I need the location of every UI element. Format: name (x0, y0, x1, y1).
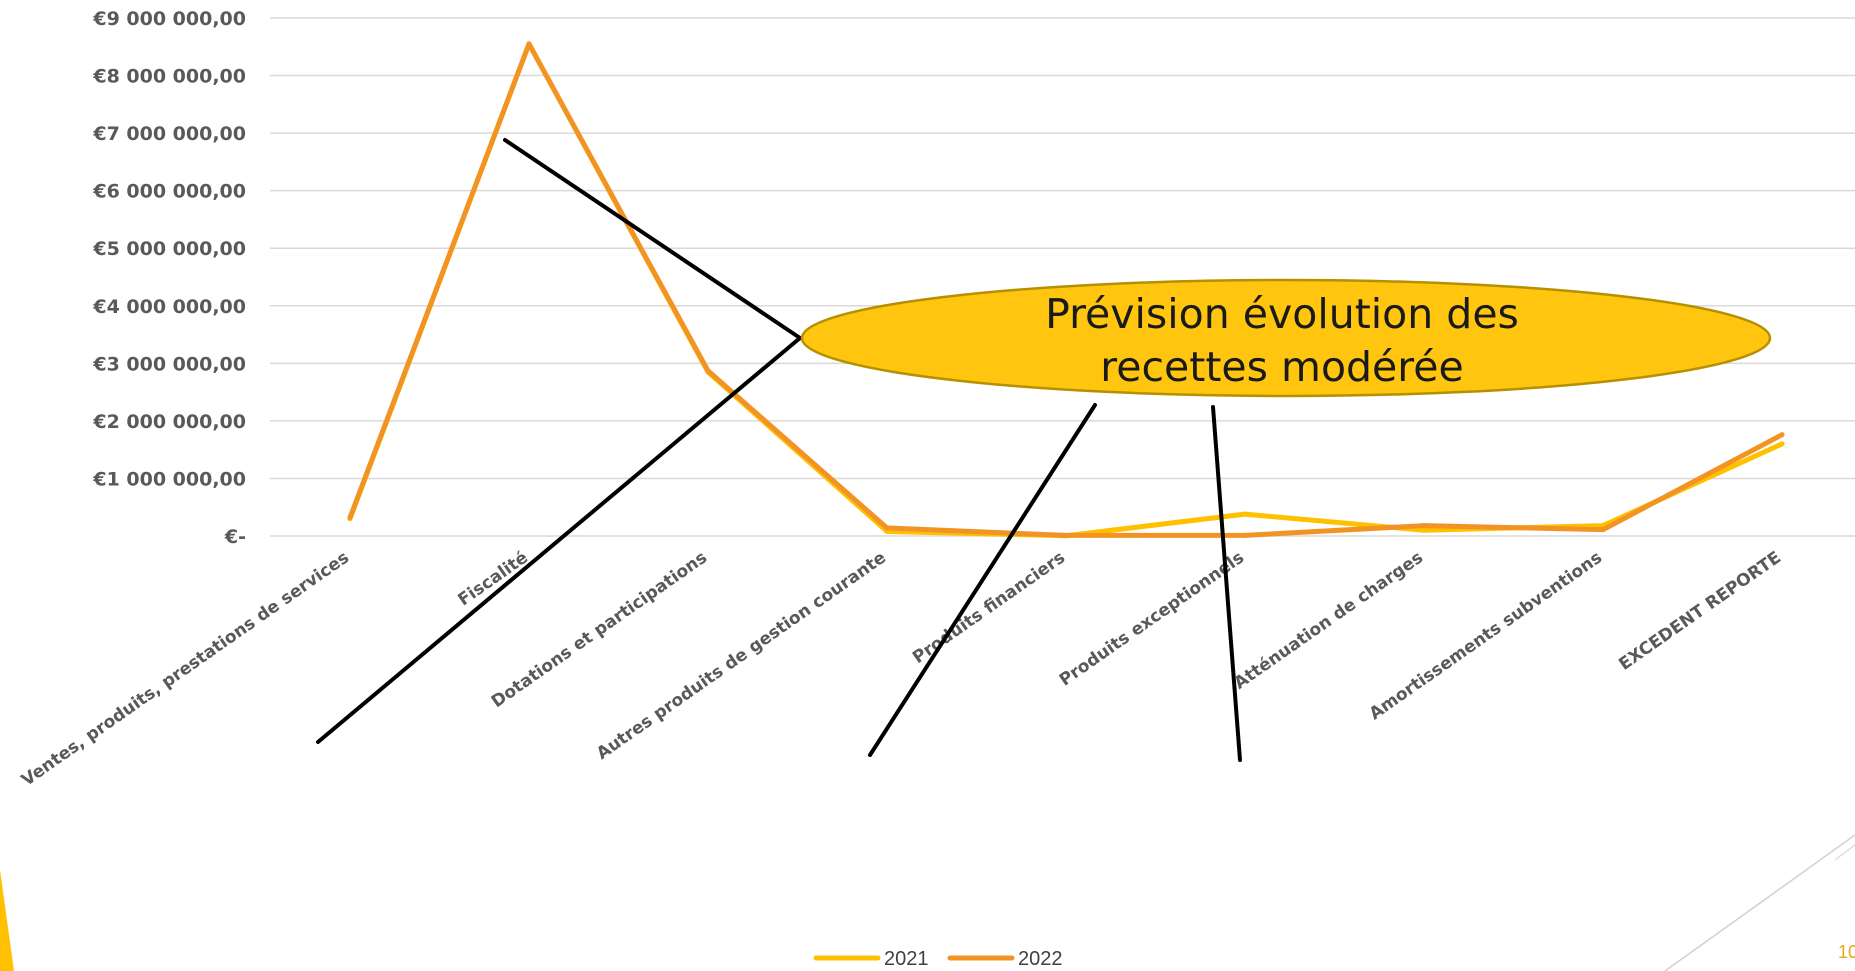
y-tick-label: €8 000 000,00 (92, 66, 246, 88)
data-point-2022 (705, 368, 711, 374)
data-point-2022 (884, 525, 890, 531)
x-axis-ticks: Ventes, produits, prestations de service… (18, 548, 1785, 791)
legend: 2021 2022 (813, 948, 1063, 970)
y-tick-label: €1 000 000,00 (92, 468, 246, 490)
x-tick-label: Autres produits de gestion courante (593, 548, 890, 764)
y-tick-label: €9 000 000,00 (92, 8, 246, 30)
y-axis-ticks: €- €1 000 000,00 €2 000 000,00 €3 000 000,0… (92, 8, 246, 548)
x-tick-label: Produits exceptionnels (1056, 548, 1248, 691)
data-point-2021 (1779, 441, 1785, 447)
slide-number: 10 (1838, 942, 1855, 962)
legend-label-2022: 2022 (1018, 948, 1063, 970)
callout-line-1: Prévision évolution des (1045, 290, 1519, 338)
legend-label-2021: 2021 (884, 948, 929, 970)
data-point-2022 (526, 41, 532, 47)
callout-pointers (316, 138, 1242, 762)
y-tick-label: €2 000 000,00 (92, 411, 246, 433)
callout-line-2: recettes modérée (1100, 343, 1463, 391)
data-point-2022 (347, 515, 353, 521)
callout-ellipse (800, 278, 1772, 398)
y-tick-label: €7 000 000,00 (92, 123, 246, 145)
y-tick-label: €4 000 000,00 (92, 296, 246, 318)
slide-corner-accent (0, 870, 14, 971)
data-point-2021 (1242, 511, 1248, 517)
x-tick-label: Atténuation de charges (1230, 548, 1426, 694)
data-point-2022 (1421, 523, 1427, 529)
pointer-line (868, 403, 1097, 757)
series-lines (347, 41, 1785, 539)
x-tick-label: Ventes, produits, prestations de service… (18, 548, 353, 791)
slide-decor-line (1664, 834, 1855, 971)
y-tick-label: €3 000 000,00 (92, 353, 246, 375)
data-point-2022 (1242, 532, 1248, 538)
pointer-line (316, 336, 802, 744)
data-point-2022 (1600, 527, 1606, 533)
y-tick-label: €6 000 000,00 (92, 181, 246, 203)
data-point-2021 (1421, 527, 1427, 533)
pointer-line (1211, 405, 1242, 762)
slide-decor-line (1834, 844, 1855, 861)
data-point-2022 (1063, 532, 1069, 538)
pointer-line (503, 138, 802, 340)
x-tick-label: Produits financiers (909, 548, 1069, 668)
y-tick-label: €- (224, 526, 246, 548)
data-point-2022 (1779, 432, 1785, 438)
x-tick-label: EXCEDENT REPORTE (1615, 548, 1784, 675)
x-tick-label: Fiscalité (455, 548, 532, 611)
y-tick-label: €5 000 000,00 (92, 238, 246, 260)
